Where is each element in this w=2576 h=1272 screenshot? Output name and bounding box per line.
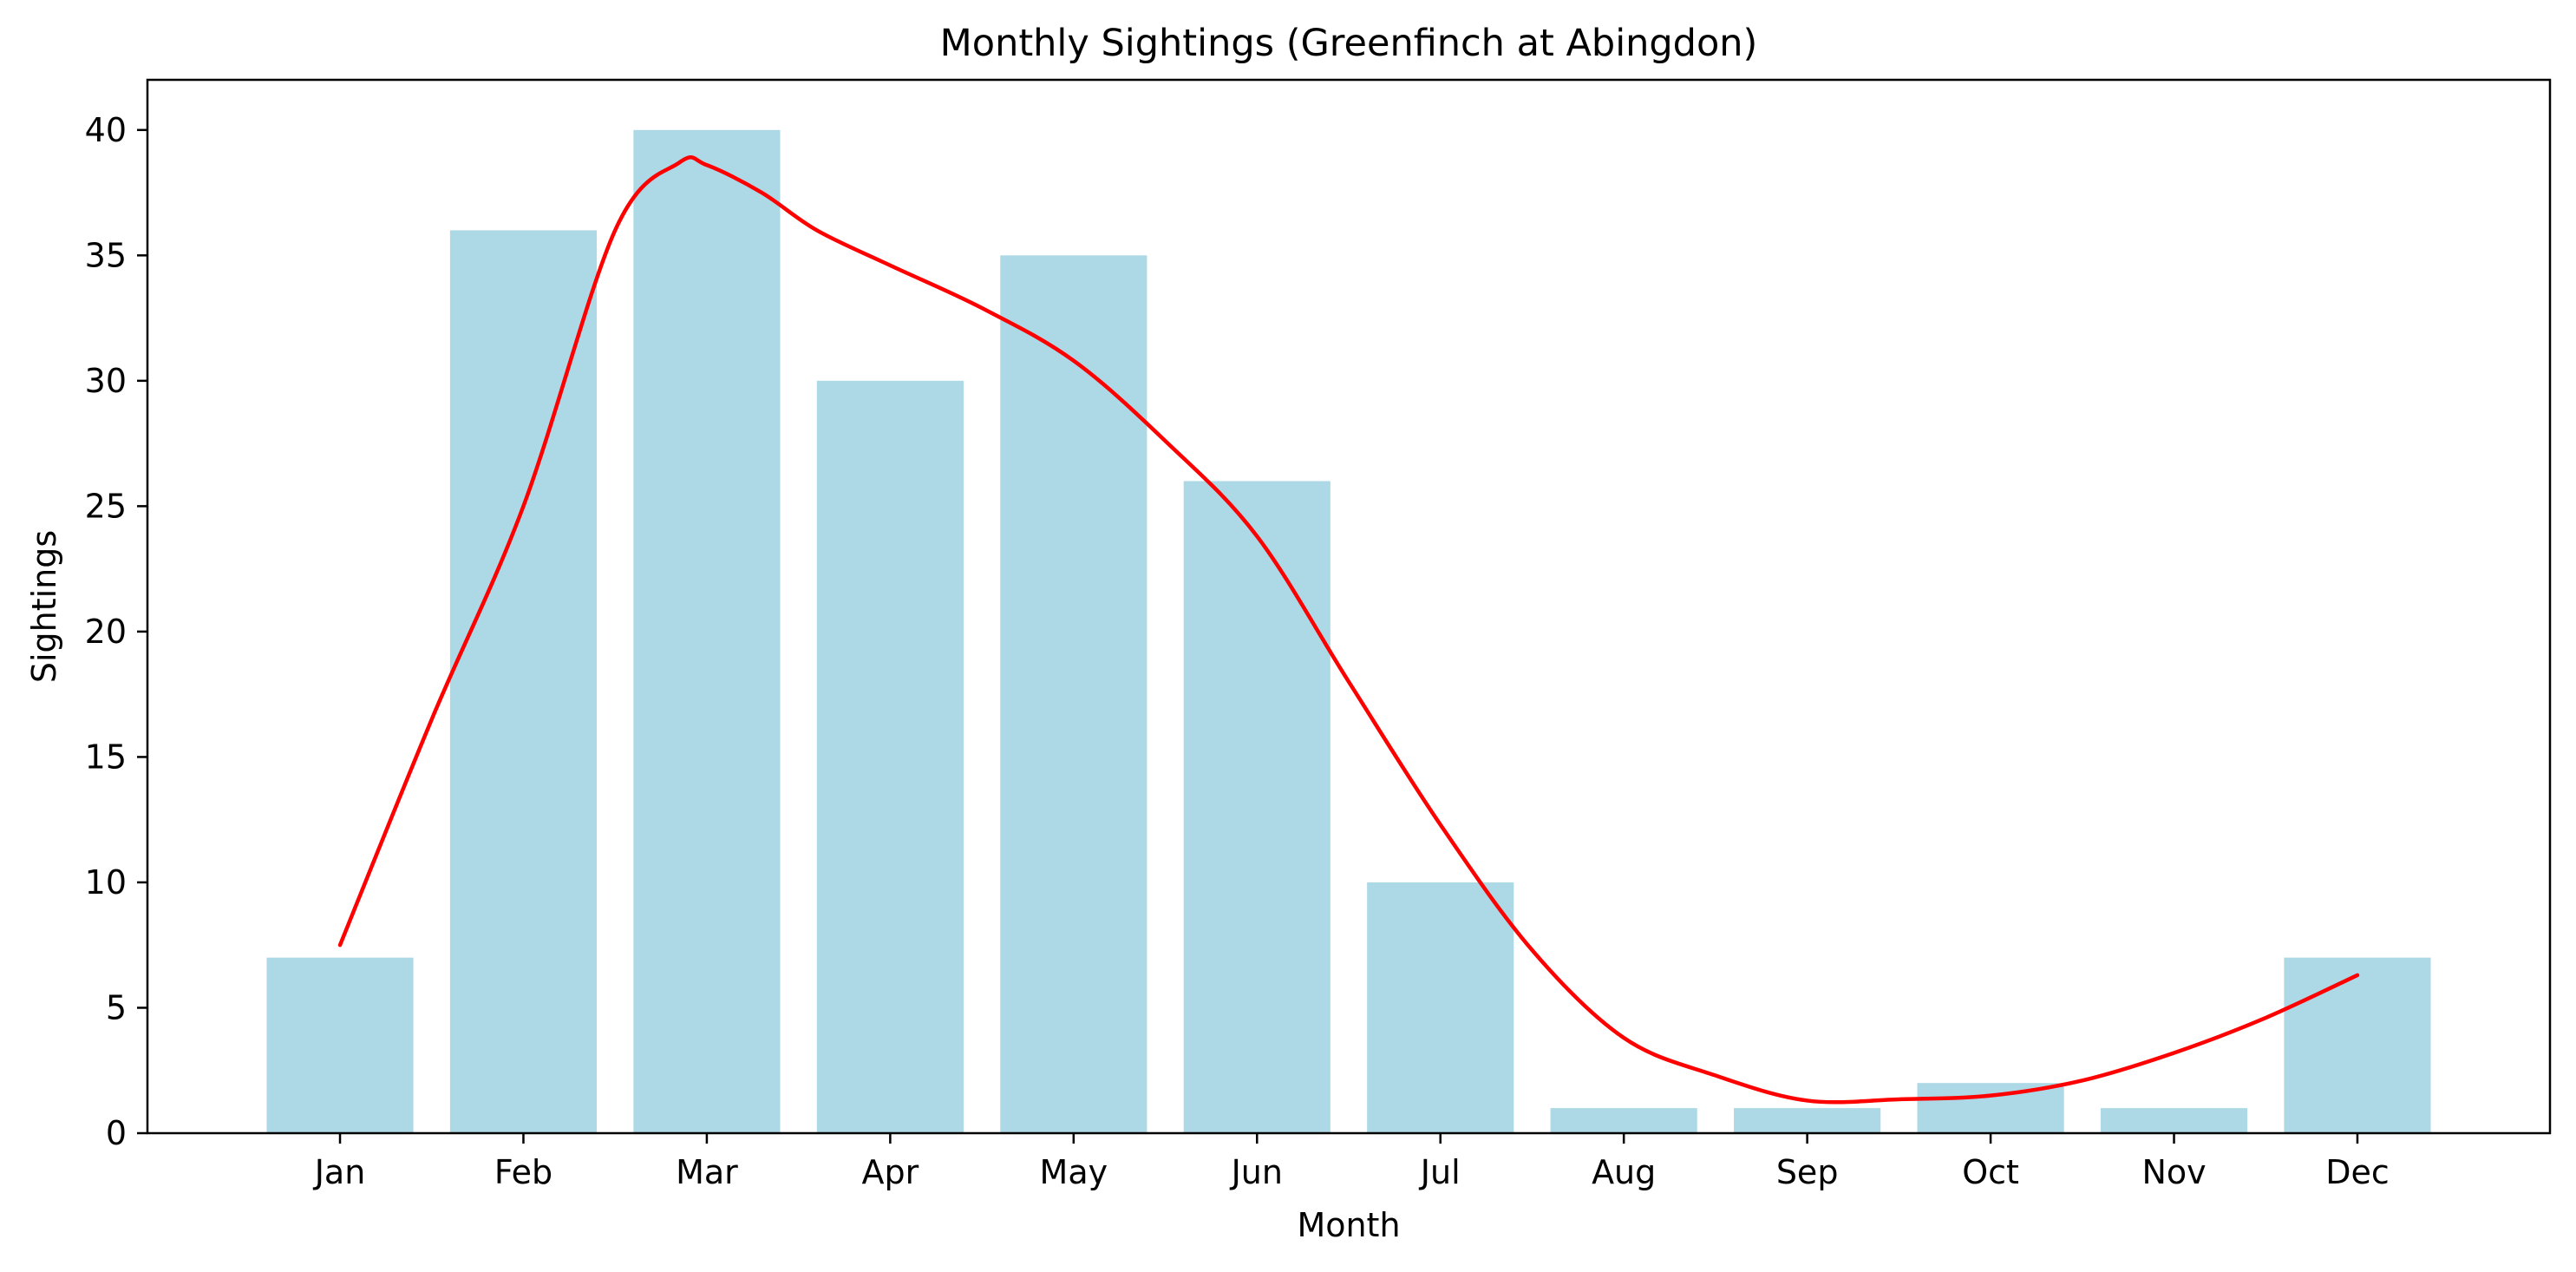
trend-line	[337, 155, 2360, 1105]
bars-group	[266, 129, 2431, 1133]
x-tick-label: Aug	[1592, 1153, 1656, 1191]
bar-apr	[816, 380, 964, 1133]
y-tick-label: 10	[85, 863, 127, 902]
x-tick-label: Jan	[313, 1153, 366, 1191]
y-tick-label: 40	[85, 111, 127, 149]
x-tick-label: Nov	[2141, 1153, 2206, 1191]
bar-jun	[1183, 481, 1330, 1133]
plot-frame	[146, 78, 2552, 1135]
bar-jan	[266, 957, 414, 1133]
bar-may	[1000, 255, 1147, 1133]
bar-jul	[1367, 882, 1514, 1133]
x-tick-label: Oct	[1962, 1153, 2019, 1191]
y-tick-label: 30	[85, 362, 127, 400]
bar-sep	[1734, 1108, 1881, 1133]
y-tick-label: 0	[106, 1114, 127, 1152]
bar-feb	[449, 230, 598, 1133]
x-tick-label: Mar	[676, 1153, 738, 1191]
bar-aug	[1550, 1108, 1697, 1133]
x-tick-label: May	[1040, 1153, 1108, 1191]
y-tick-label: 35	[85, 236, 127, 274]
x-tick-label: Dec	[2325, 1153, 2390, 1191]
bar-mar	[633, 129, 781, 1133]
x-axis-label: Month	[1297, 1206, 1400, 1244]
x-tick-label: Jun	[1230, 1153, 1283, 1191]
bar-oct	[1917, 1083, 2064, 1133]
y-axis-label: Sightings	[25, 530, 63, 683]
y-tick-label: 15	[85, 738, 127, 776]
x-tick-label: Apr	[861, 1153, 919, 1191]
bar-dec	[2284, 957, 2431, 1133]
x-axis: Jan Feb Mar Apr May Jun Jul Aug Sep Oct Nov Dec	[313, 1133, 2390, 1191]
y-tick-label: 20	[85, 613, 127, 651]
bar-nov	[2100, 1108, 2248, 1133]
x-tick-label: Jul	[1419, 1153, 1461, 1191]
x-tick-label: Feb	[494, 1153, 552, 1191]
chart-title: Monthly Sightings (Greenfinch at Abingdo…	[940, 22, 1758, 65]
x-tick-label: Sep	[1776, 1153, 1839, 1191]
y-axis: 0 5 10 15 20 25 30 35 40	[85, 111, 147, 1152]
y-tick-label: 5	[106, 988, 127, 1026]
y-tick-label: 25	[85, 487, 127, 525]
